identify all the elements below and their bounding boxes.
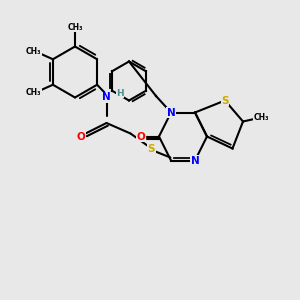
Text: N: N	[102, 92, 111, 103]
Text: CH₃: CH₃	[67, 22, 83, 32]
Text: H: H	[116, 88, 124, 98]
Text: CH₃: CH₃	[253, 112, 269, 122]
Text: CH₃: CH₃	[26, 88, 41, 97]
Text: CH₃: CH₃	[26, 47, 41, 56]
Text: O: O	[136, 131, 146, 142]
Text: N: N	[190, 155, 200, 166]
Text: S: S	[148, 143, 155, 154]
Text: S: S	[221, 95, 229, 106]
Text: O: O	[76, 131, 85, 142]
Text: N: N	[167, 107, 176, 118]
